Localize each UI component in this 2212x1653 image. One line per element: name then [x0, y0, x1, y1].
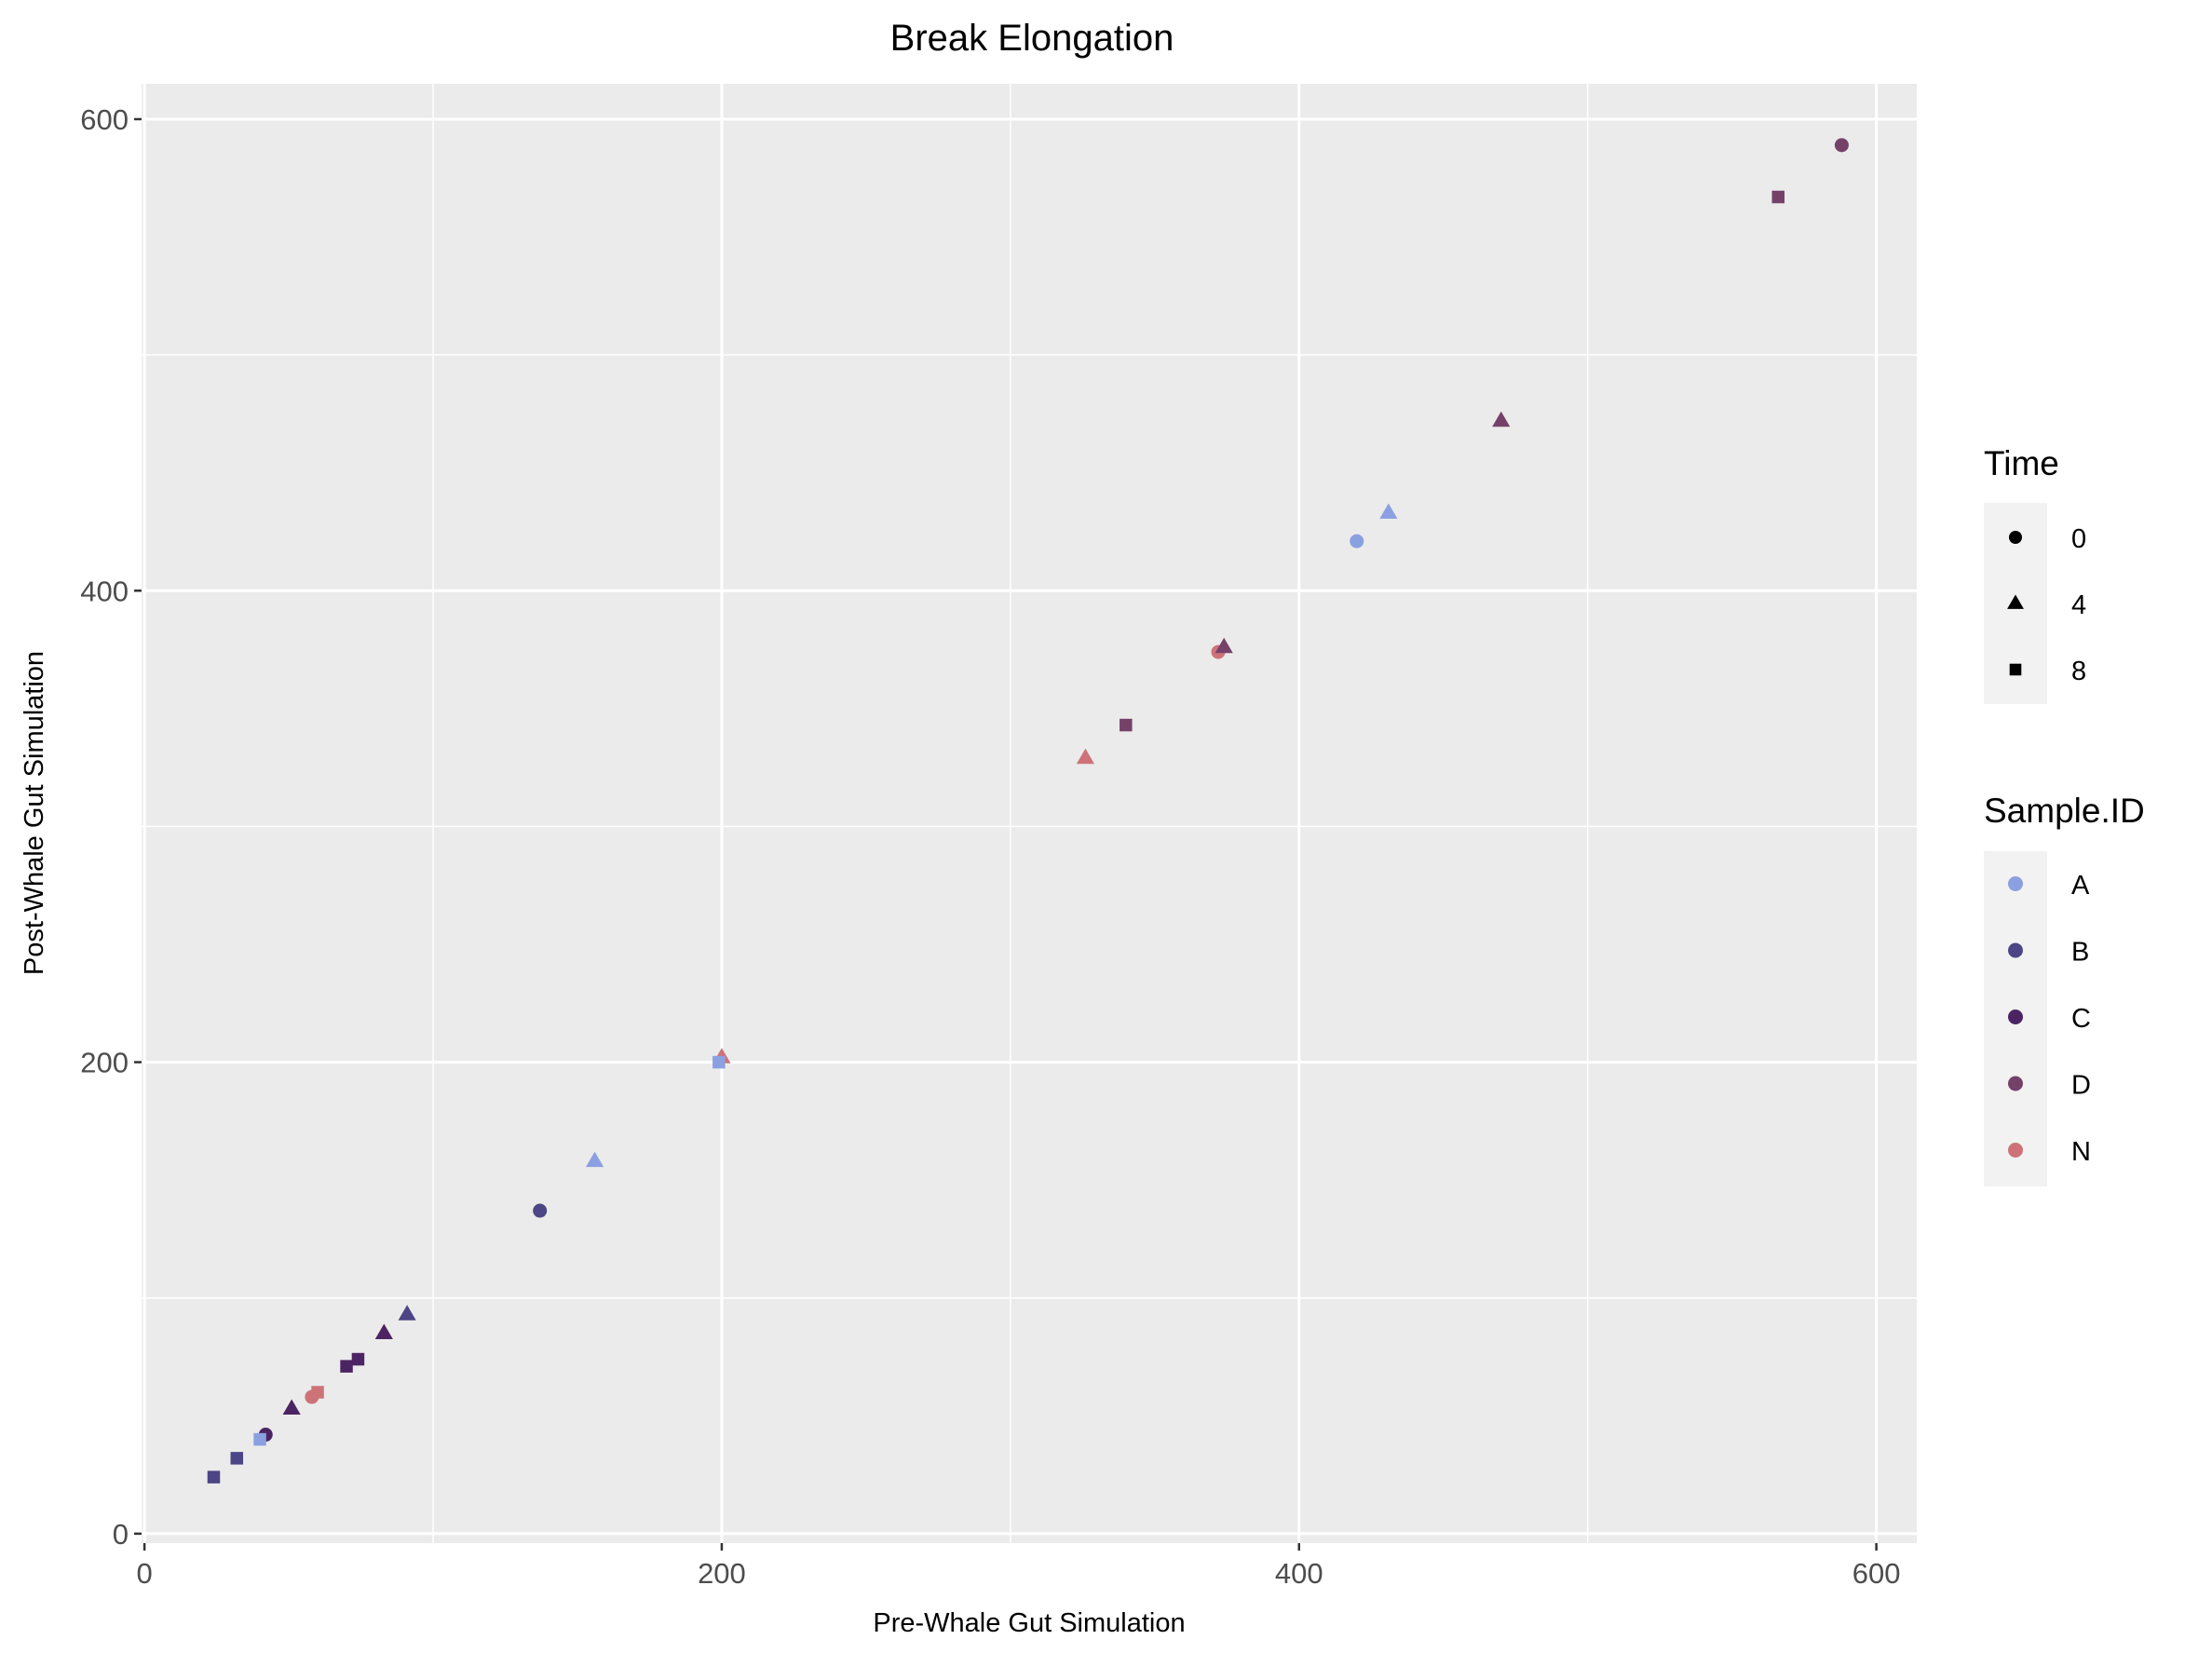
- legend-sample-key: [2008, 943, 2023, 958]
- y-axis-label: Post-Whale Gut Simulation: [20, 651, 49, 975]
- legend-sample-key: [2008, 1077, 2023, 1091]
- legend-time-label: 8: [2071, 657, 2086, 686]
- x-tick-label: 200: [698, 1557, 746, 1590]
- data-point: [1771, 191, 1785, 204]
- legend-sample-key: [2008, 1009, 2023, 1024]
- legend-time-label: 0: [2071, 524, 2086, 554]
- y-axis: 0 200 400 600: [80, 103, 142, 1551]
- x-tick-label: 400: [1275, 1557, 1323, 1590]
- data-point: [533, 1204, 547, 1218]
- data-point: [1350, 535, 1364, 549]
- y-tick-label: 400: [80, 575, 129, 607]
- legend-sample: Sample.ID A B C D N: [1984, 792, 2145, 1186]
- data-point: [352, 1353, 365, 1366]
- legend-sample-label: C: [2071, 1004, 2091, 1034]
- data-point: [305, 1390, 319, 1404]
- x-tick-label: 0: [136, 1557, 152, 1590]
- y-tick-label: 600: [80, 103, 129, 136]
- legend-time: Time 0 4 8: [1984, 444, 2086, 704]
- legend-time-label: 4: [2071, 590, 2086, 620]
- x-axis: 0 200 400 600: [136, 1543, 1900, 1590]
- data-point: [712, 1056, 726, 1069]
- legend-time-key: [2009, 531, 2022, 544]
- legend-sample-label: B: [2071, 938, 2089, 968]
- legend-sample-title: Sample.ID: [1984, 792, 2145, 830]
- legend-time-title: Time: [1984, 444, 2059, 482]
- chart-title: Break Elongation: [890, 18, 1174, 59]
- data-point: [253, 1433, 266, 1446]
- y-tick-label: 200: [80, 1047, 129, 1079]
- data-point: [340, 1360, 353, 1373]
- x-tick-label: 600: [1852, 1557, 1901, 1590]
- data-point: [1835, 138, 1849, 152]
- legend-sample-key: [2008, 876, 2023, 891]
- legend-sample-label: A: [2071, 871, 2090, 901]
- legend-time-key: [2010, 664, 2022, 676]
- plot-panel: [142, 84, 1917, 1543]
- data-point: [208, 1470, 221, 1484]
- legend-sample-label: N: [2071, 1137, 2091, 1167]
- legend-sample-label: D: [2071, 1071, 2091, 1101]
- y-tick-label: 0: [113, 1518, 129, 1551]
- x-axis-label: Pre-Whale Gut Simulation: [873, 1608, 1185, 1638]
- data-point: [1120, 719, 1133, 732]
- legend-sample-key: [2008, 1143, 2023, 1158]
- data-point: [231, 1452, 244, 1465]
